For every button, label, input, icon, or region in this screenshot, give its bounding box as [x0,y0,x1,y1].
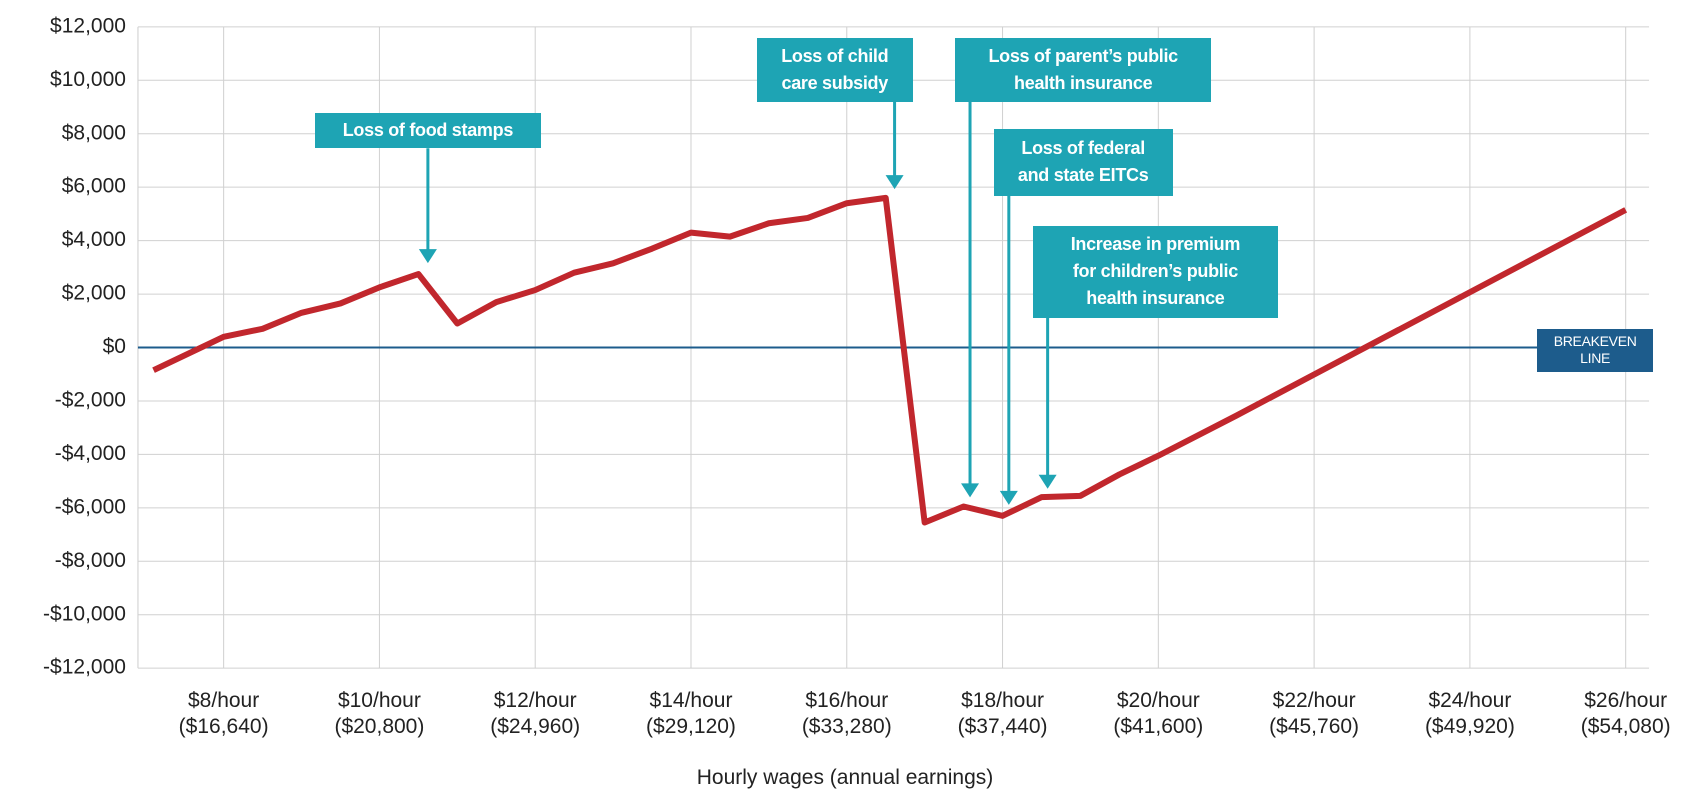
x-tick-label: $12/hour ($24,960) [490,689,581,739]
x-tick-label: $16/hour ($33,280) [801,689,892,739]
y-tick-label: -$12,000 [43,656,126,679]
y-tick-label: $12,000 [50,14,126,37]
x-tick-label: $14/hour ($29,120) [646,689,736,739]
annotation-arrowhead [418,249,437,264]
x-axis-title: Hourly wages (annual earnings) [696,766,994,789]
y-tick-label: $2,000 [62,282,126,305]
x-tick-label: $18/hour ($37,440) [957,689,1048,739]
y-tick-label: -$2,000 [55,389,126,412]
annotation-arrowhead [961,483,980,498]
annotation: Loss of child care subsidy [756,37,913,103]
y-tick-label: $10,000 [50,68,126,91]
annotation: Loss of food stamps [314,112,542,149]
annotation: Increase in premium for children’s publi… [1032,225,1279,318]
y-tick-label: -$10,000 [43,602,126,625]
y-tick-label: $4,000 [62,228,126,251]
annotation-arrowhead [999,490,1018,505]
breakeven-label: BREAKEVEN LINE [1536,328,1654,372]
x-tick-label: $22/hour ($45,760) [1269,689,1360,739]
annotation-arrowhead [885,175,904,190]
x-tick-label: $24/hour ($49,920) [1424,689,1515,739]
annotation: Loss of federal and state EITCs [993,128,1173,196]
y-tick-label: $8,000 [62,121,126,144]
y-tick-label: -$4,000 [55,442,126,465]
y-tick-label: -$8,000 [55,549,126,572]
x-tick-label: $10/hour ($20,800) [334,689,425,739]
data-line [152,194,1628,526]
y-tick-label: $6,000 [62,175,126,198]
y-tick-label: $0 [103,335,126,358]
y-tick-label: -$6,000 [55,495,126,518]
x-tick-label: $8/hour ($16,640) [178,689,269,739]
annotation-arrowhead [1038,474,1057,489]
annotation: Loss of parent’s public health insurance [954,37,1212,103]
x-tick-label: $20/hour ($41,600) [1113,689,1204,739]
x-tick-label: $26/hour ($54,080) [1580,689,1671,739]
